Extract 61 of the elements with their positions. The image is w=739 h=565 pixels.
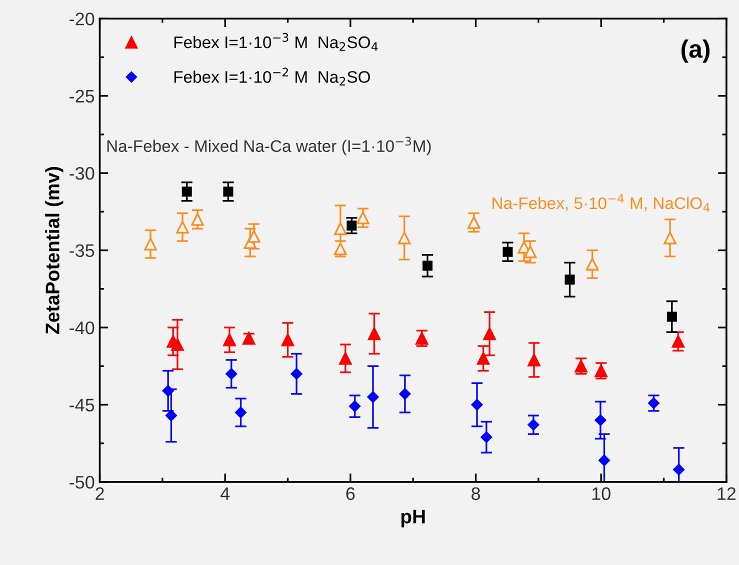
point [368, 327, 381, 340]
annotation: Na-Febex, 5·10$^{−4}$ M, NaClO$_{4}$ [492, 194, 710, 212]
point [476, 352, 490, 365]
annotation: (a) [681, 39, 710, 63]
point [564, 274, 575, 285]
point [648, 397, 660, 409]
y-tick-label: -30 [70, 167, 94, 180]
point [471, 398, 483, 410]
x-tick-label: 12 [718, 487, 736, 500]
point [594, 414, 606, 426]
point [290, 368, 302, 380]
point [144, 238, 157, 251]
point [598, 454, 610, 466]
point [467, 216, 480, 229]
point [334, 222, 347, 236]
point [191, 213, 204, 226]
y-tick-label: -25 [70, 90, 94, 103]
legend-label: Febex I=1·10$^{−3}$ M Na$_{2}$SO$_{4}$ [174, 33, 378, 51]
y-tick-label: -45 [70, 398, 94, 412]
x-tick-label: 2 [96, 487, 104, 500]
point [399, 388, 411, 400]
point [182, 186, 192, 197]
point [483, 327, 496, 340]
x-axis-title: pH [401, 510, 425, 528]
point [349, 400, 361, 412]
point [346, 220, 357, 231]
point [235, 406, 247, 418]
point [281, 333, 294, 346]
point [367, 391, 379, 403]
point [528, 419, 540, 431]
annotation: Na-Febex - Mixed Na-Ca water (I=1·10$^{−3}$M) [107, 136, 431, 156]
y-tick-label: -50 [70, 476, 94, 489]
y-tick-label: -20 [70, 12, 94, 26]
x-tick-label: 6 [346, 487, 355, 500]
y-tick-label: -40 [70, 321, 94, 334]
point [226, 368, 238, 380]
y-tick-label: -35 [70, 244, 94, 258]
point [356, 211, 370, 224]
point [524, 245, 537, 258]
point [528, 354, 540, 366]
point [666, 312, 677, 322]
point [672, 335, 685, 348]
point [339, 352, 352, 365]
point [223, 333, 236, 346]
x-tick-label: 8 [472, 487, 480, 500]
point [176, 220, 189, 234]
x-tick-label: 10 [592, 487, 610, 500]
point [171, 338, 184, 351]
point [422, 260, 433, 271]
y-axis-title: ZetaPotential (mv) [45, 166, 64, 334]
point [398, 232, 411, 244]
x-tick-label: 4 [220, 487, 230, 500]
point [586, 258, 599, 271]
point [248, 230, 260, 243]
point [673, 464, 685, 476]
legend-label: Febex I=1·10$^{−2}$ M Na$_{2}$SO [174, 68, 370, 86]
point [480, 431, 492, 443]
point [502, 246, 513, 257]
point [162, 385, 174, 397]
point [664, 232, 676, 244]
point [223, 186, 234, 197]
